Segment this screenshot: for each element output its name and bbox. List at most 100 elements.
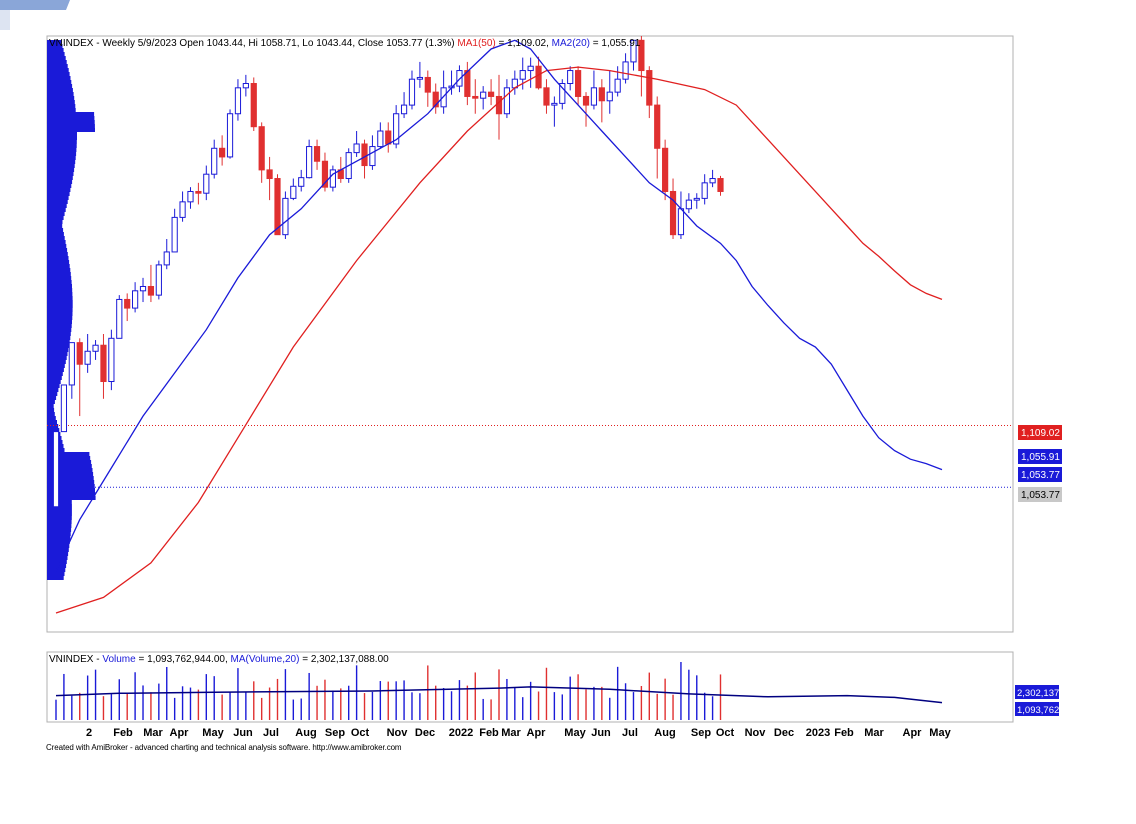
candle-down xyxy=(321,160,329,188)
candle-up xyxy=(203,173,210,194)
candle-up xyxy=(290,185,297,199)
candle-up xyxy=(408,78,416,106)
candle-down xyxy=(195,190,202,194)
candle-down xyxy=(464,70,471,97)
candle-up xyxy=(306,146,313,179)
candle-up xyxy=(226,113,234,158)
ma1-line xyxy=(55,66,943,614)
x-tick-label: Jul xyxy=(622,727,638,739)
candle-up xyxy=(139,285,147,292)
banner-block xyxy=(0,10,10,30)
candle-up xyxy=(685,199,692,210)
candle-up xyxy=(606,91,613,102)
x-tick-label: Feb xyxy=(479,727,499,739)
candle-down xyxy=(147,285,155,296)
volume-label: 1,093,762 xyxy=(1017,705,1059,716)
candle-down xyxy=(575,70,582,97)
x-tick-label: May xyxy=(564,727,586,739)
candle-down xyxy=(250,83,257,128)
x-tick-label: Jun xyxy=(233,727,253,739)
candle-up xyxy=(622,61,629,80)
candle-down xyxy=(598,87,605,102)
price-label: 1,053.77 xyxy=(1021,470,1060,481)
candle-down xyxy=(662,147,669,192)
candle-up xyxy=(480,91,487,99)
candle-up xyxy=(92,344,99,352)
candle-up xyxy=(693,197,700,201)
candle-up xyxy=(393,113,400,145)
candle-up xyxy=(234,87,242,115)
x-tick-label: 2023 xyxy=(806,727,830,739)
header-banner xyxy=(0,0,1136,30)
x-tick-label: May xyxy=(929,727,951,739)
candle-down xyxy=(274,178,281,236)
candle-down xyxy=(495,95,503,115)
candle-down xyxy=(219,147,226,158)
x-tick-label: Feb xyxy=(113,727,133,739)
candle-up xyxy=(52,431,60,508)
x-tick-label: 2 xyxy=(86,727,92,739)
volume-label: 2,302,137 xyxy=(1017,688,1059,699)
candle-down xyxy=(472,95,479,99)
volume-pane-title: VNINDEX - Volume = 1,093,762,944.00, MA(… xyxy=(49,654,389,665)
candle-down xyxy=(100,344,107,383)
candle-up xyxy=(60,384,68,433)
x-tick-label: Jun xyxy=(591,727,611,739)
candle-up xyxy=(282,197,289,236)
volume-profile xyxy=(46,40,96,580)
candle-down xyxy=(543,87,550,106)
candle-up xyxy=(519,70,526,80)
x-tick-label: May xyxy=(202,727,224,739)
x-tick-label: Dec xyxy=(774,727,794,739)
candle-down xyxy=(638,39,645,72)
candle-up xyxy=(416,76,423,80)
candle-up xyxy=(329,169,336,188)
candle-up xyxy=(377,130,384,148)
x-tick-label: Apr xyxy=(527,727,547,739)
candle-down xyxy=(669,190,677,236)
candle-up xyxy=(503,87,511,115)
price-label-box xyxy=(1018,449,1062,464)
candle-up xyxy=(590,87,598,106)
candle-down xyxy=(124,298,131,309)
candle-down xyxy=(258,126,265,171)
x-tick-label: Mar xyxy=(864,727,884,739)
candle-down xyxy=(432,91,439,108)
candle-up xyxy=(187,190,194,203)
candle-down xyxy=(535,65,542,89)
price-label: 1,055.91 xyxy=(1021,452,1060,463)
candle-up xyxy=(551,102,558,106)
x-tick-label: Sep xyxy=(691,727,711,739)
candle-up xyxy=(108,337,115,383)
price-pane-title: VNINDEX - Weekly 5/9/2023 Open 1043.44, … xyxy=(49,38,641,49)
x-tick-label: Mar xyxy=(501,727,521,739)
candle-down xyxy=(654,104,661,149)
x-tick-label: Feb xyxy=(834,727,854,739)
volume-ma-line xyxy=(55,686,943,704)
candle-up xyxy=(116,298,123,339)
candle-up xyxy=(369,146,376,167)
candle-down xyxy=(717,178,724,192)
price-label: 1,053.77 xyxy=(1021,490,1060,501)
candle-up xyxy=(400,104,408,115)
price-label-box xyxy=(1018,487,1062,502)
x-tick-label: Oct xyxy=(351,727,370,739)
price-label: 1,109.02 xyxy=(1021,428,1060,439)
candle-up xyxy=(709,178,716,184)
x-tick-label: Aug xyxy=(654,727,675,739)
candle-up xyxy=(527,65,534,72)
candle-down xyxy=(385,130,392,145)
candle-up xyxy=(68,342,75,386)
candle-up xyxy=(614,78,621,93)
x-tick-label: Aug xyxy=(295,727,316,739)
candle-down xyxy=(76,342,83,365)
candle-up xyxy=(677,208,685,236)
price-label-box xyxy=(1018,425,1062,440)
candle-down xyxy=(582,95,590,106)
candle-up xyxy=(559,83,566,104)
candle-down xyxy=(266,169,273,180)
candle-down xyxy=(361,143,368,167)
banner-stripe xyxy=(0,0,70,10)
candle-up xyxy=(163,251,170,266)
